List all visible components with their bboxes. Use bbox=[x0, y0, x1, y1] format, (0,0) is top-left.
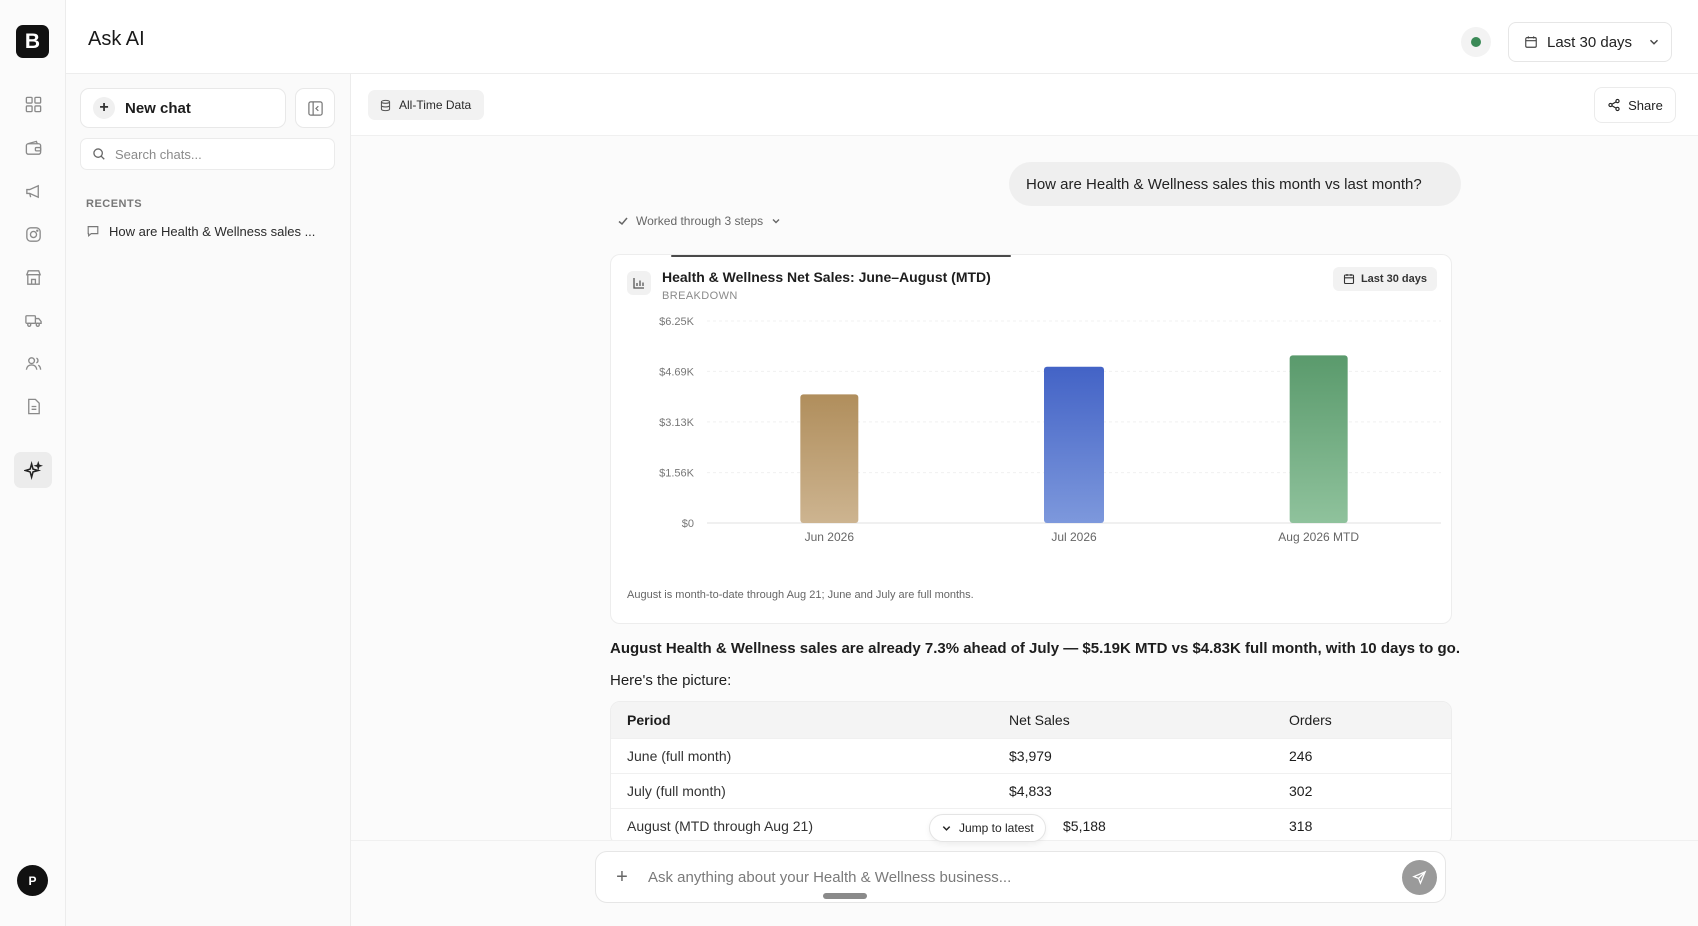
date-range-label: Last 30 days bbox=[1547, 33, 1633, 51]
y-tick-label: $1.56K bbox=[659, 468, 695, 480]
add-attachment-button[interactable]: + bbox=[616, 865, 628, 888]
chart-range-label: Last 30 days bbox=[1360, 273, 1427, 285]
new-chat-button[interactable]: + New chat bbox=[80, 88, 286, 128]
jump-to-latest-button[interactable]: Jump to latest bbox=[929, 814, 1046, 842]
chat-composer: + bbox=[595, 851, 1446, 903]
search-input[interactable] bbox=[115, 146, 315, 162]
chat-bubble-icon bbox=[87, 226, 99, 238]
progress-line bbox=[671, 255, 1011, 257]
calendar-icon bbox=[1343, 274, 1355, 285]
table-header-period: Period bbox=[627, 712, 671, 728]
answer-intro: Here's the picture: bbox=[610, 672, 732, 689]
storefront-icon[interactable] bbox=[14, 259, 52, 295]
share-label: Share bbox=[1628, 97, 1663, 113]
recents-heading: RECENTS bbox=[86, 198, 143, 210]
data-scope-chip[interactable]: All-Time Data bbox=[368, 90, 485, 120]
send-button[interactable] bbox=[1402, 860, 1437, 895]
page-title: Ask AI bbox=[88, 28, 145, 50]
plus-icon: + bbox=[93, 97, 115, 119]
table-cell-net-sales: $3,979 bbox=[1009, 748, 1052, 764]
top-header: Ask AI Last 30 days bbox=[66, 0, 1698, 74]
bar-chart-icon bbox=[627, 271, 651, 295]
chart-subtitle: BREAKDOWN bbox=[662, 290, 738, 302]
truck-icon[interactable] bbox=[14, 302, 52, 338]
bar-chart: $0 $1.56K $3.13K $4.69K $6.25K Jun 2026 Jul 20… bbox=[659, 316, 1441, 544]
steps-toggle[interactable]: Worked through 3 steps bbox=[617, 214, 782, 228]
x-tick-label: Jun 2026 bbox=[805, 530, 855, 544]
x-tick-label: Aug 2026 MTD bbox=[1278, 530, 1359, 544]
sales-table: Period Net Sales Orders June (full month… bbox=[610, 701, 1452, 845]
dashboard-grid-icon[interactable] bbox=[14, 86, 52, 122]
users-icon[interactable] bbox=[14, 345, 52, 381]
bar-jun-2026[interactable] bbox=[800, 394, 859, 523]
recent-chat-item[interactable]: How are Health & Wellness sales ... bbox=[86, 220, 336, 242]
chart-footnote: August is month-to-date through Aug 21; … bbox=[627, 589, 974, 601]
database-icon bbox=[380, 99, 391, 111]
bar-aug-2026-mtd[interactable] bbox=[1289, 355, 1348, 523]
status-dot bbox=[1471, 37, 1481, 47]
bar-jul-2026[interactable] bbox=[1044, 366, 1104, 523]
chevron-down-icon bbox=[772, 219, 780, 224]
document-icon[interactable] bbox=[14, 388, 52, 424]
conversation-toolbar: All-Time Data Share bbox=[351, 74, 1698, 136]
ai-sparkle-icon[interactable] bbox=[14, 452, 52, 488]
chevron-down-icon bbox=[1650, 39, 1659, 45]
user-message: How are Health & Wellness sales this mon… bbox=[1009, 162, 1461, 206]
instagram-icon[interactable] bbox=[14, 216, 52, 252]
new-chat-label: New chat bbox=[125, 99, 191, 117]
send-icon bbox=[1412, 870, 1427, 885]
data-scope-label: All-Time Data bbox=[399, 98, 472, 112]
x-tick-label: Jul 2026 bbox=[1051, 530, 1097, 544]
table-header-orders: Orders bbox=[1289, 712, 1332, 728]
date-range-dropdown[interactable]: Last 30 days bbox=[1508, 22, 1672, 62]
table-row: June (full month) $3,979 246 bbox=[611, 739, 1451, 774]
table-cell-net-sales: $4,833 bbox=[1009, 783, 1052, 799]
recent-chat-label: How are Health & Wellness sales ... bbox=[109, 223, 316, 239]
y-tick-label: $4.69K bbox=[659, 366, 695, 378]
table-cell-orders: 318 bbox=[1289, 818, 1313, 834]
y-tick-label: $6.25K bbox=[659, 316, 695, 328]
table-cell-orders: 302 bbox=[1289, 783, 1313, 799]
answer-summary: August Health & Wellness sales are alrea… bbox=[610, 640, 1460, 657]
table-cell-period: June (full month) bbox=[627, 748, 732, 764]
y-tick-label: $3.13K bbox=[659, 417, 695, 429]
chart-title: Health & Wellness Net Sales: June–August… bbox=[662, 269, 991, 285]
main-panel: All-Time Data Share How are Health & Wel… bbox=[351, 74, 1698, 926]
scrollbar-handle[interactable] bbox=[823, 893, 867, 899]
y-tick-label: $0 bbox=[682, 518, 694, 530]
search-icon bbox=[93, 148, 105, 160]
table-cell-net-sales: $5,188 bbox=[1063, 818, 1106, 834]
sidebar-collapse-icon bbox=[307, 100, 323, 116]
app-logo[interactable]: B bbox=[16, 25, 49, 58]
share-button[interactable]: Share bbox=[1594, 87, 1676, 123]
steps-label: Worked through 3 steps bbox=[636, 214, 764, 228]
table-cell-orders: 246 bbox=[1289, 748, 1313, 764]
chat-sidebar: + New chat RECENTS How are Health & Well… bbox=[66, 74, 351, 926]
table-cell-period: August (MTD through Aug 21) bbox=[627, 818, 813, 834]
message-input[interactable] bbox=[648, 866, 1368, 888]
table-row: July (full month) $4,833 302 bbox=[611, 774, 1451, 809]
table-header-net-sales: Net Sales bbox=[1009, 712, 1070, 728]
calendar-icon bbox=[1525, 36, 1537, 48]
check-icon bbox=[618, 217, 628, 226]
user-avatar[interactable]: P bbox=[17, 865, 48, 896]
share-icon bbox=[1608, 98, 1620, 112]
status-indicator[interactable] bbox=[1461, 27, 1491, 57]
left-rail: B P bbox=[0, 0, 66, 926]
search-chats-box[interactable] bbox=[80, 138, 335, 170]
table-header-row: Period Net Sales Orders bbox=[611, 702, 1451, 739]
megaphone-icon[interactable] bbox=[14, 173, 52, 209]
table-cell-period: July (full month) bbox=[627, 783, 726, 799]
chevron-down-icon bbox=[942, 825, 951, 831]
chart-card: Health & Wellness Net Sales: June–August… bbox=[610, 254, 1452, 624]
collapse-sidebar-button[interactable] bbox=[295, 88, 335, 128]
jump-to-latest-label: Jump to latest bbox=[959, 821, 1034, 835]
wallet-icon[interactable] bbox=[14, 130, 52, 166]
chart-range-badge: Last 30 days bbox=[1332, 267, 1437, 291]
